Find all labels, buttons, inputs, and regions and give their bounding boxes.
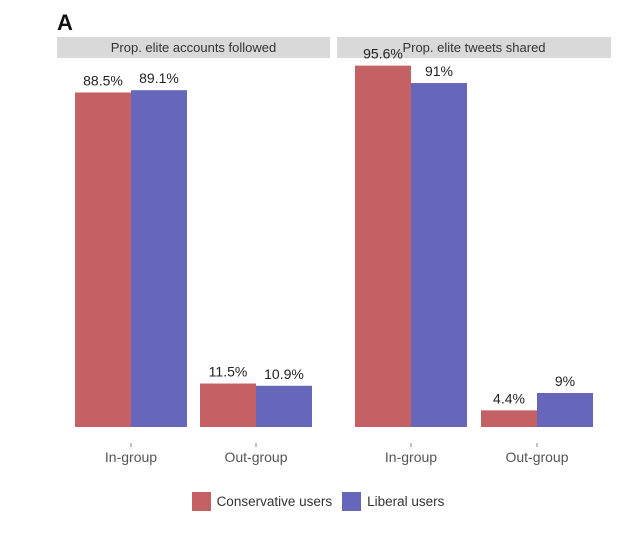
bar-in-group-liberal — [131, 90, 187, 428]
panel-letter: A — [57, 10, 73, 35]
legend-item-conservative: Conservative users — [191, 492, 333, 511]
bar-out-group-conservative — [481, 410, 537, 427]
panel-1: Prop. elite accounts followed 88.5% 89.1% I… — [57, 37, 330, 465]
bar-out-group-liberal — [256, 385, 312, 427]
legend-label-liberal: Liberal users — [367, 494, 445, 509]
x-tick-label: In-group — [385, 449, 437, 465]
data-label: 91% — [425, 63, 453, 79]
data-label: 95.6% — [363, 46, 403, 62]
facet-strip — [337, 37, 611, 58]
facet-title: Prop. elite tweets shared — [402, 40, 545, 55]
bar-in-group-liberal — [411, 83, 467, 428]
data-label: 88.5% — [83, 72, 123, 88]
bar-in-group-conservative — [75, 92, 131, 427]
data-label: 11.5% — [209, 364, 248, 380]
legend: Conservative users Liberal users — [0, 492, 636, 511]
legend-swatch-liberal — [342, 492, 362, 511]
data-label: 9% — [555, 373, 575, 389]
x-tick-label: In-group — [105, 449, 157, 465]
data-label: 10.9% — [264, 366, 304, 382]
facet-strip — [57, 37, 330, 58]
legend-swatch-conservative — [191, 492, 211, 511]
x-tick-label: Out-group — [224, 449, 287, 465]
legend-label-conservative: Conservative users — [216, 494, 333, 509]
data-label: 89.1% — [139, 70, 179, 86]
legend-item-liberal: Liberal users — [342, 492, 444, 511]
data-label: 4.4% — [493, 390, 525, 406]
bar-in-group-conservative — [355, 65, 411, 427]
facet-title: Prop. elite accounts followed — [111, 40, 276, 55]
x-tick-label: Out-group — [505, 449, 568, 465]
bar-out-group-liberal — [537, 392, 593, 427]
bar-out-group-conservative — [200, 383, 256, 427]
